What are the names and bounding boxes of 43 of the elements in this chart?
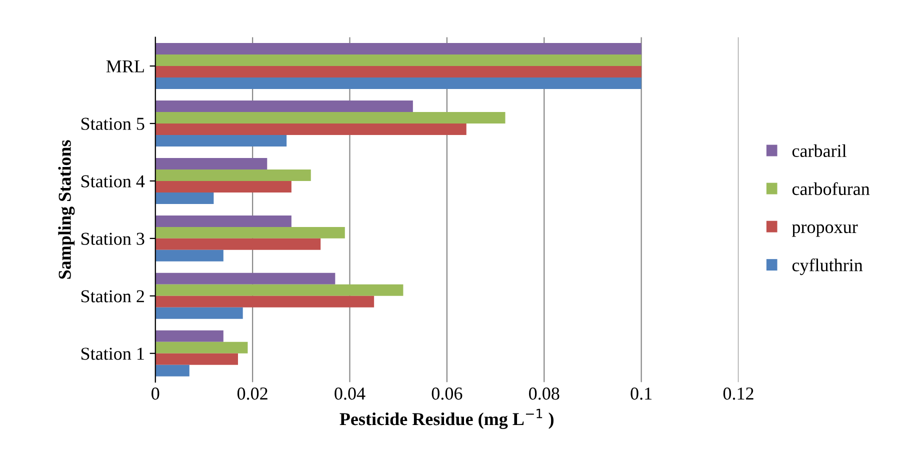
bar — [155, 215, 292, 227]
bar — [155, 78, 642, 90]
x-tick-label: 0.12 — [723, 388, 754, 400]
bar — [155, 66, 642, 78]
bar — [155, 158, 268, 170]
y-axis-title: Sampling Stations — [58, 140, 75, 279]
bar — [155, 192, 214, 204]
bar — [155, 123, 466, 135]
x-tick-label: 0.06 — [432, 388, 462, 400]
y-tick-label: Station 3 — [81, 232, 144, 245]
bar — [155, 342, 248, 354]
bar — [155, 134, 287, 146]
y-tick-label: Station 1 — [81, 348, 144, 360]
bar — [155, 364, 190, 376]
bar — [155, 284, 404, 296]
bar — [155, 250, 224, 262]
bar — [155, 54, 642, 66]
bar — [155, 238, 321, 250]
x-tick-label: 0.08 — [529, 388, 560, 400]
x-tick-label: 0.04 — [334, 388, 366, 400]
bar — [155, 112, 506, 124]
bar — [155, 169, 311, 181]
bar — [155, 43, 642, 55]
y-tick-label: MRL — [106, 60, 144, 72]
y-tick-label: Station 5 — [81, 118, 144, 130]
bar — [155, 307, 243, 319]
y-tick-label: Station 2 — [81, 290, 144, 302]
x-axis-title: Pesticide Residue (mg L$^{−1}$ ) — [340, 408, 554, 430]
bar — [155, 226, 345, 238]
legend-label: cyfluthrin — [792, 258, 863, 276]
x-tick-label: 0.1 — [630, 388, 652, 400]
bar — [155, 330, 224, 342]
legend-label: carbofuran — [792, 182, 870, 196]
bar — [155, 180, 292, 192]
bar — [155, 272, 336, 284]
legend-label: carbaril — [792, 144, 846, 158]
y-tick-label: Station 4 — [81, 175, 145, 188]
bar — [155, 296, 374, 308]
x-tick-label: 0 — [152, 388, 160, 400]
x-tick-label: 0.02 — [237, 388, 268, 400]
bar — [155, 353, 238, 365]
bar — [155, 100, 413, 112]
legend-label: propoxur — [792, 224, 858, 237]
